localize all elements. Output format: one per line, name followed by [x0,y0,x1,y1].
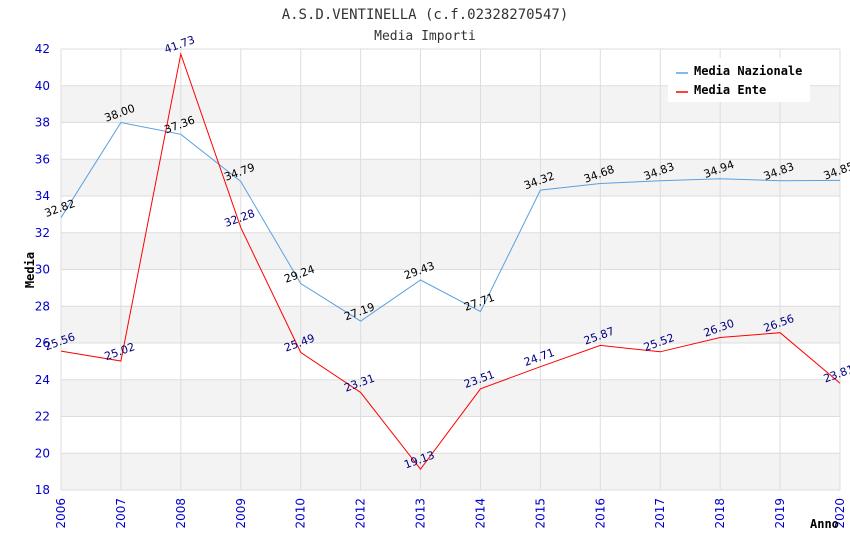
y-tick-label: 18 [35,483,50,497]
grid-band [61,453,840,490]
x-tick-label: 2007 [114,498,128,529]
grid-band [61,379,840,417]
x-tick-label: 2015 [533,498,547,529]
x-axis-ticks: 2006 2007 2008 2009 2010 2012 2013 2014 2015 2016… [54,498,847,529]
x-tick-label: 2019 [773,498,787,529]
x-tick-label: 2006 [54,498,68,529]
x-tick-label: 2020 [833,498,847,529]
grid-band [61,416,840,454]
chart-subtitle: Media Importi [374,29,476,44]
grid-band [61,343,840,380]
y-tick-label: 24 [35,373,50,387]
y-tick-label: 28 [35,299,50,313]
y-tick-label: 42 [35,42,50,56]
x-tick-label: 2018 [713,498,727,529]
grid-band [61,269,840,307]
grid-band [61,306,840,343]
x-tick-label: 2013 [414,498,428,529]
y-tick-label: 40 [35,79,50,93]
legend-label-media-nazionale: Media Nazionale [694,64,802,78]
legend-label-media-ente: Media Ente [694,83,766,97]
y-axis-ticks: 18 20 22 24 26 28 30 32 34 36 38 40 42 [35,42,50,497]
x-tick-label: 2010 [294,498,308,529]
y-tick-label: 22 [35,410,50,424]
y-tick-label: 30 [35,263,50,277]
series-lines [60,52,841,471]
grid-band [61,196,840,233]
y-tick-label: 26 [35,336,50,350]
grid-band [61,232,840,270]
x-tick-label: 2009 [234,498,248,529]
grid-bands [61,49,840,490]
x-tick-label: 2017 [653,498,667,529]
legend-box [668,58,810,102]
series-line-media-nazionale [60,121,841,322]
y-gridlines [60,48,841,491]
series-line-media-ente [60,52,841,471]
grid-band [61,159,840,196]
grid-band [61,122,840,160]
y-tick-label: 34 [35,189,50,203]
x-tick-label: 2008 [174,498,188,529]
y-tick-label: 20 [35,446,50,460]
x-axis-label: Anno [810,517,839,531]
legend: Media Nazionale Media Ente [668,58,810,102]
y-tick-label: 32 [35,226,50,240]
x-tick-label: 2012 [354,498,368,529]
chart-title: A.S.D.VENTINELLA (c.f.02328270547) [282,7,569,23]
x-tick-label: 2016 [593,498,607,529]
y-tick-label: 36 [35,152,50,166]
y-axis-label: Media [23,252,37,288]
y-tick-label: 38 [35,116,50,130]
x-tick-label: 2014 [473,498,487,529]
